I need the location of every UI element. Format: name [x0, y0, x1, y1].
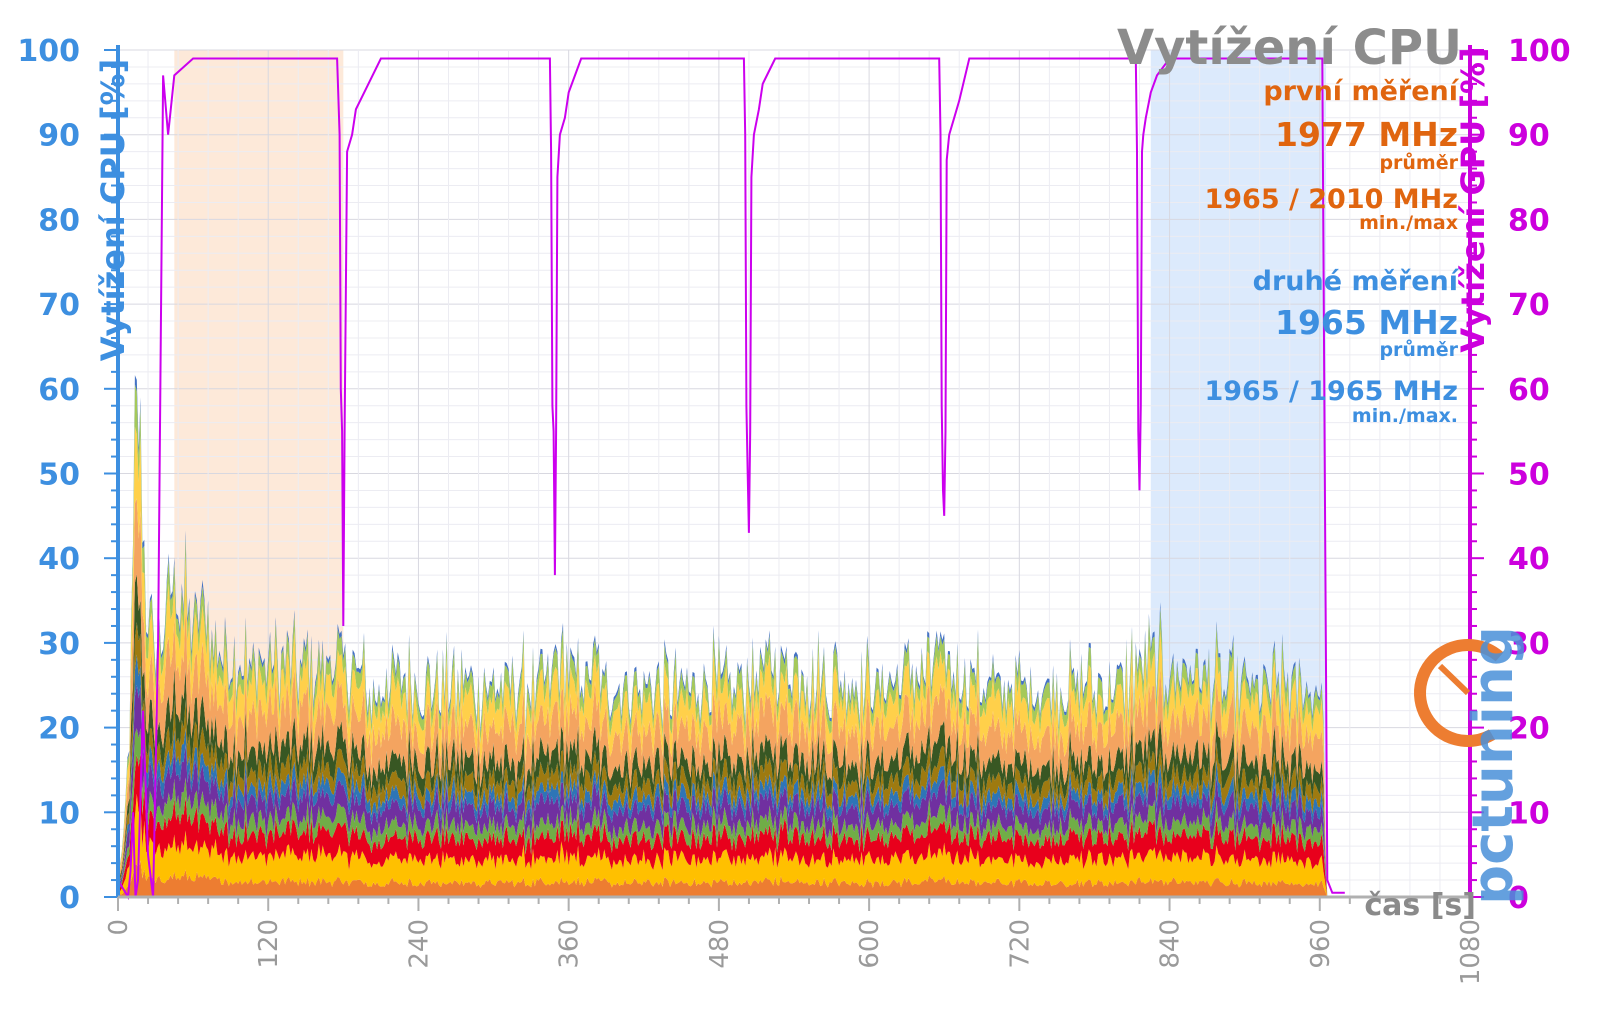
- first-measurement-heading: první měření: [1263, 76, 1459, 107]
- annotation-first: první měření 1977 MHz průměr 1965 / 2010…: [1204, 76, 1459, 234]
- second-avg-value: 1965 MHz: [1275, 303, 1458, 342]
- left-tick-label: 70: [38, 288, 80, 323]
- second-measurement-heading: druhé měření: [1253, 266, 1460, 297]
- x-tick-label: 0: [104, 919, 134, 936]
- chart-title: Vytížení CPU: [1117, 20, 1462, 76]
- first-minmax-label: min./max: [1359, 212, 1458, 234]
- left-tick-label: 40: [38, 542, 80, 577]
- x-tick-label: 960: [1306, 919, 1336, 969]
- right-tick-label: 0: [1508, 881, 1529, 916]
- left-tick-label: 0: [59, 881, 80, 916]
- left-tick-label: 90: [38, 119, 80, 154]
- second-minmax-label: min./max.: [1352, 405, 1458, 427]
- cpu-layer-2: [118, 793, 1328, 897]
- x-tick-label: 240: [404, 919, 434, 969]
- right-tick-label: 90: [1508, 119, 1550, 154]
- x-tick-label: 600: [855, 919, 885, 969]
- cpu-stacked-area: [118, 375, 1328, 898]
- x-tick-label: 480: [705, 919, 735, 969]
- right-axis-title: Vytížení GPU [%]: [1454, 47, 1492, 352]
- left-axis-title: Vytížení CPU [%]: [94, 59, 132, 361]
- left-tick-label: 30: [38, 627, 80, 662]
- pctuning-logo: pctuning: [1414, 626, 1526, 905]
- annotation-second: druhé měření 1965 MHz průměr 1965 / 1965…: [1204, 266, 1459, 427]
- first-minmax-value: 1965 / 2010 MHz: [1204, 184, 1458, 215]
- right-tick-label: 30: [1508, 627, 1550, 662]
- left-y-ticks: 0 10 20 30 40 50 60 70 80 90 100: [17, 34, 80, 916]
- logo-needle-icon: [1437, 663, 1471, 696]
- x-tick-label: 120: [254, 919, 284, 969]
- left-tick-label: 50: [38, 458, 80, 493]
- x-tick-label: 720: [1005, 919, 1035, 969]
- cpu-layer-1: [118, 860, 1328, 897]
- right-tick-label: 70: [1508, 288, 1550, 323]
- right-tick-label: 100: [1508, 34, 1571, 69]
- x-axis-title: čas [s]: [1364, 888, 1476, 923]
- x-ticks: 0 120 240 360 480 600 720 840 960 1080: [104, 919, 1486, 985]
- left-tick-label: 80: [38, 203, 80, 238]
- gpu-load-line: [117, 57, 1345, 901]
- left-tick-label: 60: [38, 373, 80, 408]
- left-tick-label: 10: [38, 796, 80, 831]
- logo-gauge-icon: [1414, 639, 1522, 747]
- logo-text: pctuning: [1461, 626, 1526, 905]
- second-minmax-value: 1965 / 1965 MHz: [1204, 376, 1458, 407]
- right-tick-label: 50: [1508, 458, 1550, 493]
- x-tick-label: 840: [1156, 919, 1186, 969]
- first-avg-value: 1977 MHz: [1275, 115, 1458, 154]
- right-tick-label: 20: [1508, 712, 1550, 747]
- first-avg-label: průměr: [1379, 151, 1458, 174]
- right-tick-label: 40: [1508, 542, 1550, 577]
- right-tick-label: 10: [1508, 796, 1550, 831]
- left-tick-label: 100: [17, 34, 80, 69]
- right-tick-label: 80: [1508, 203, 1550, 238]
- x-tick-label: 360: [555, 919, 585, 969]
- x-tick-label: 1080: [1456, 919, 1486, 985]
- axes: [104, 45, 1484, 911]
- left-tick-label: 20: [38, 712, 80, 747]
- right-y-ticks: 0 10 20 30 40 50 60 70 80 90 100: [1508, 34, 1571, 916]
- right-tick-label: 60: [1508, 373, 1550, 408]
- second-avg-label: průměr: [1379, 338, 1458, 361]
